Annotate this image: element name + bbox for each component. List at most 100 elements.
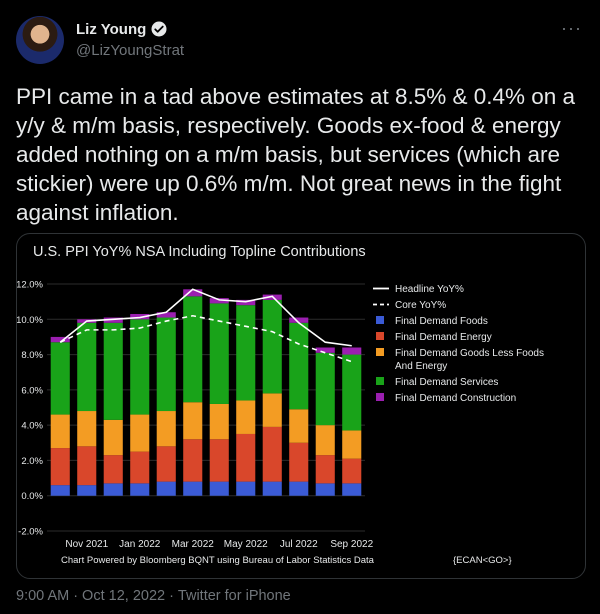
bar-segment <box>209 481 229 496</box>
bar-segment <box>289 317 309 323</box>
bar-segment <box>236 433 256 482</box>
ppi-chart: U.S. PPI YoY% NSA Including Topline Cont… <box>17 244 544 566</box>
bar-segment <box>183 402 203 440</box>
bar-segment <box>50 414 70 449</box>
bar-segment <box>103 317 123 323</box>
bar-segment <box>183 289 203 297</box>
legend-swatch <box>376 348 384 356</box>
bar-segment <box>342 458 362 484</box>
bar-segment <box>262 299 282 394</box>
bar-segment <box>156 411 176 447</box>
avatar[interactable] <box>16 16 64 64</box>
bar-segment <box>77 446 97 486</box>
bar-segment <box>183 296 203 403</box>
bar-segment <box>342 483 362 496</box>
bar-segment <box>236 305 256 401</box>
author-name[interactable]: Liz Young <box>76 20 147 38</box>
legend-label: Final Demand Construction <box>395 393 516 404</box>
bar-segment <box>289 409 309 443</box>
bar-segment <box>236 481 256 496</box>
bar-segment <box>209 303 229 404</box>
bar-segment <box>315 425 335 456</box>
x-tick-label: Nov 2021 <box>65 539 108 550</box>
bar-segment <box>289 442 309 482</box>
bar-segment <box>103 322 123 420</box>
bar-segment <box>342 354 362 431</box>
bar-segment <box>315 455 335 484</box>
legend-label: Core YoY% <box>395 300 446 311</box>
footer-separator: · <box>169 588 174 604</box>
tweet-footer: 9:00 AM · Oct 12, 2022 · Twitter for iPh… <box>16 588 291 604</box>
tweet-text: PPI came in a tad above estimates at 8.5… <box>16 84 576 225</box>
bar-segment <box>183 439 203 482</box>
x-tick-label: Jul 2022 <box>280 539 318 550</box>
legend-label: Final Demand Services <box>395 377 498 388</box>
chart-ticker: {ECAN<GO>} <box>453 555 512 566</box>
legend-label: Headline YoY% <box>395 284 464 295</box>
bar-segment <box>50 342 70 415</box>
bar-segment <box>50 485 70 496</box>
legend-swatch <box>376 393 384 401</box>
bar-segment <box>50 448 70 486</box>
x-tick-label: Jan 2022 <box>119 539 161 550</box>
author-handle[interactable]: @LizYoungStrat <box>76 42 185 59</box>
bar-segment <box>156 312 176 318</box>
more-options-icon[interactable]: ··· <box>561 18 582 38</box>
legend-label: Final Demand Foods <box>395 316 488 327</box>
legend-swatch <box>376 332 384 340</box>
bar-segment <box>342 430 362 459</box>
tweet-time[interactable]: 9:00 AM <box>16 588 70 604</box>
legend-label: Final Demand Goods Less Foods <box>395 348 544 359</box>
bar-segment <box>103 419 123 456</box>
bar-segment <box>156 446 176 482</box>
y-tick-label: 10.0% <box>17 315 44 326</box>
bar-segment <box>289 481 309 496</box>
x-tick-label: May 2022 <box>224 539 268 550</box>
bar-segment <box>130 313 150 320</box>
y-tick-label: 2.0% <box>21 456 43 467</box>
footer-separator: · <box>73 588 79 604</box>
bar-segment <box>262 481 282 496</box>
bar-segment <box>236 400 256 434</box>
bar-segment <box>77 485 97 496</box>
y-tick-label: 4.0% <box>21 421 43 432</box>
bar-segment <box>315 347 335 353</box>
legend-swatch <box>376 377 384 385</box>
bar-segment <box>103 455 123 484</box>
x-tick-label: Mar 2022 <box>172 539 215 550</box>
y-tick-label: 0.0% <box>21 491 43 502</box>
bar-segment <box>262 426 282 482</box>
bar-segment <box>315 483 335 496</box>
bar-segment <box>50 336 70 343</box>
y-tick-label: 8.0% <box>21 350 43 361</box>
legend-swatch <box>376 316 384 324</box>
bar-segment <box>236 299 256 306</box>
bar-segment <box>77 411 97 447</box>
bar-segment <box>183 481 203 496</box>
bar-segment <box>130 451 150 484</box>
bar-segment <box>315 352 335 426</box>
chart-source-note: Chart Powered by Bloomberg BQNT using Bu… <box>61 555 375 566</box>
bar-segment <box>103 483 123 496</box>
bar-segment <box>342 347 362 355</box>
chart-image[interactable]: U.S. PPI YoY% NSA Including Topline Cont… <box>16 233 586 579</box>
bar-segment <box>130 319 150 415</box>
legend-label: And Energy <box>395 361 447 372</box>
bar-segment <box>209 298 229 304</box>
tweet-client[interactable]: Twitter for iPhone <box>177 588 291 604</box>
bar-segment <box>77 322 97 412</box>
bar-segment <box>209 439 229 482</box>
bar-segment <box>130 414 150 452</box>
x-tick-label: Sep 2022 <box>330 539 373 550</box>
tweet-header: Liz Young @LizYoungStrat ··· <box>16 12 584 68</box>
y-tick-label: -2.0% <box>18 527 43 538</box>
y-tick-label: 6.0% <box>21 385 43 396</box>
tweet-date[interactable]: Oct 12, 2022 <box>82 588 166 604</box>
verified-badge-icon <box>151 21 167 37</box>
bar-segment <box>262 393 282 427</box>
author-name-row: Liz Young <box>76 20 168 38</box>
chart-title: U.S. PPI YoY% NSA Including Topline Cont… <box>33 244 366 260</box>
bar-segment <box>130 483 150 496</box>
bar-segment <box>289 322 309 410</box>
bar-segment <box>156 481 176 496</box>
